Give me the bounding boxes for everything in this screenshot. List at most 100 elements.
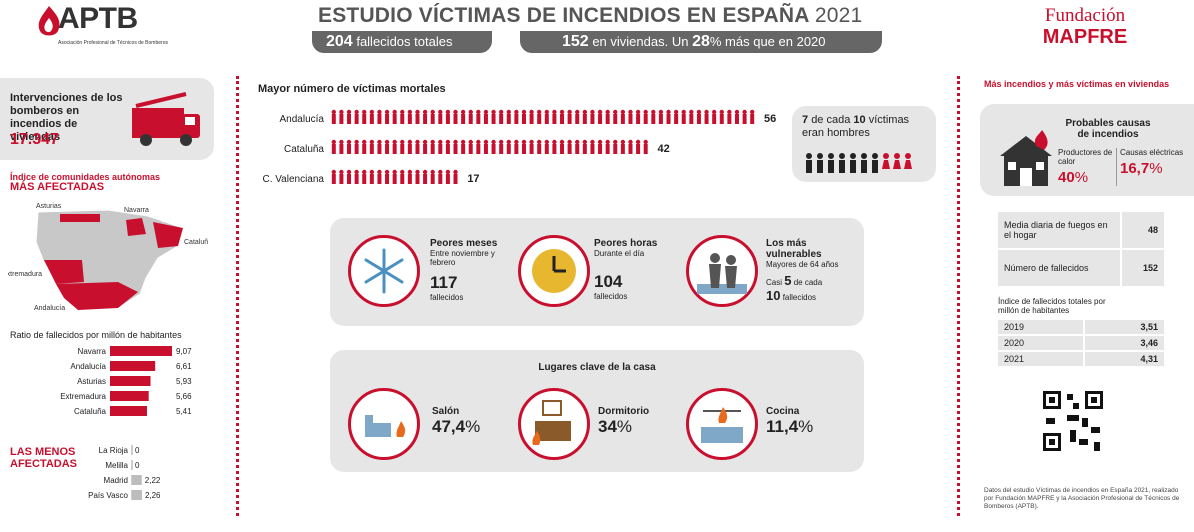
cause-heat-label: Productores de calor <box>1058 148 1113 166</box>
spain-map: Asturias Navarra Cataluña Extremadura An… <box>8 203 208 312</box>
flame-logo-icon <box>38 6 60 36</box>
least-affected-title: LAS MENOS AFECTADAS <box>10 446 77 470</box>
living-room-pct: % <box>465 417 481 436</box>
clock-circle <box>518 235 590 307</box>
men-num1: 7 <box>802 114 809 126</box>
ratio-chart: Navarra 9,07 Andalucía 6,61 Asturias 5,93 Extr… <box>60 346 192 416</box>
ratio-value-label: 5,41 <box>176 407 192 416</box>
map-label-asturias: Asturias <box>36 203 62 210</box>
index-row-label: 2021 <box>998 351 1085 368</box>
living-room-value: 47,4% <box>432 417 480 437</box>
index-row-value: 4,31 <box>1083 351 1164 368</box>
footnote: Datos del estudio Víctimas de incendios … <box>984 487 1180 510</box>
index-table-title: Índice de fallecidos totales por millón … <box>998 297 1106 315</box>
index-row-value: 3,51 <box>1083 320 1164 336</box>
ratio-category-label: Extremadura <box>60 392 106 401</box>
index-row: 2020 3,46 <box>998 335 1164 352</box>
map-label-andalucia: Andalucía <box>34 305 65 312</box>
vulnerable-block: Los más vulnerables Mayores de 64 años C… <box>766 238 860 303</box>
victims-category-label: Cataluña <box>284 144 324 155</box>
men-text2: víctimas <box>868 114 910 126</box>
home-fires-row-value: 152 <box>1120 249 1164 288</box>
places-title: Lugares clave de la casa <box>538 362 656 373</box>
man-icon <box>872 153 878 173</box>
map-label-extremadura: Extremadura <box>8 271 42 278</box>
bedroom-value: 34% <box>598 417 649 437</box>
places-card: Lugares clave de la casa Salón 47,4% Dor… <box>330 350 864 472</box>
hours-title: Peores horas <box>594 238 658 249</box>
home-fires-row: Media diaria de fuegos en el hogar 48 <box>998 212 1164 250</box>
victims-category-label: C. Valenciana <box>262 174 324 185</box>
home-deaths-text: en viviendas. Un <box>592 34 689 49</box>
bedroom-pct: % <box>616 417 633 436</box>
causes-title: Probables causas de incendios <box>1065 118 1151 140</box>
increase-text: % más que en 2020 <box>709 34 826 49</box>
elderly-circle <box>686 235 758 307</box>
least-category-label: Madrid <box>104 476 128 485</box>
hours-unit: fallecidos <box>594 292 628 301</box>
total-deaths-text: fallecidos totales <box>356 34 453 49</box>
aptb-logo-subtitle: Asociación Profesional de Técnicos de Bo… <box>58 40 168 46</box>
home-deaths-pill: 152 en viviendas. Un 28% más que en 2020 <box>520 31 882 53</box>
man-icon <box>839 153 845 173</box>
aptb-logo-text: APTB <box>58 2 138 35</box>
hours-block: Peores horas Durante el día 104 fallecid… <box>594 238 674 301</box>
living-room-number: 47,4 <box>432 417 466 436</box>
kitchen-circle <box>686 388 758 460</box>
right-title: Más incendios y más víctimas en vivienda… <box>984 79 1170 89</box>
snowflake-icon <box>364 248 404 294</box>
vulnerable-text2: de cada <box>793 278 823 287</box>
men-num2: 10 <box>853 114 866 126</box>
woman-icon <box>904 153 912 169</box>
aptb-logo: APTB Asociación Profesional de Técnicos … <box>32 2 168 54</box>
vulnerable-line2: 10 fallecidos <box>766 288 860 303</box>
least-value-label: 2,26 <box>145 491 161 500</box>
ratio-bar <box>110 406 147 416</box>
vulnerable-title: Los más vulnerables <box>766 238 822 260</box>
cause-electric: Causas eléctricas 16,7% <box>1120 148 1190 177</box>
victims-value-label: 42 <box>658 143 670 155</box>
bed-icon <box>532 400 571 445</box>
men-text1: de cada <box>811 114 851 126</box>
cause-electric-value: 16,7% <box>1120 160 1190 177</box>
kitchen-number: 11,4 <box>766 417 799 436</box>
snowflake-circle <box>348 235 420 307</box>
man-icon <box>817 153 823 173</box>
man-icon <box>806 153 812 173</box>
woman-icon <box>893 153 901 169</box>
bedroom-block: Dormitorio 34% <box>598 406 649 437</box>
page-title-year: 2021 <box>814 4 863 27</box>
ratio-category-label: Andalucía <box>70 362 106 371</box>
page-title: ESTUDIO VÍCTIMAS DE INCENDIOS EN ESPAÑA … <box>318 4 862 28</box>
burning-house-icon <box>1000 130 1052 186</box>
months-unit: fallecidos <box>430 293 464 302</box>
months-block: Peores meses Entre noviembre y febrero 1… <box>430 238 510 302</box>
least-chart: La Rioja 0 Melilla 0 Madrid 2,22 País Vasco 2,2… <box>88 445 161 500</box>
vulnerable-line1: Casi 5 de cada <box>766 273 860 288</box>
least-value-label: 0 <box>135 446 140 455</box>
men-card: 7 de cada 10 víctimas eran hombres <box>792 106 936 182</box>
hours-sub: Durante el día <box>594 249 645 258</box>
man-icon <box>850 153 856 173</box>
kitchen-icon <box>701 407 743 443</box>
living-room-label: Salón <box>432 406 460 417</box>
total-deaths-pill: 204 fallecidos totales <box>312 31 492 53</box>
men-text: 7 de cada 10 víctimas eran hombres <box>802 114 932 140</box>
cause-electric-number: 16,7 <box>1120 160 1150 177</box>
index-title-line1: Índice de comunidades autónomas <box>10 172 161 182</box>
stats-card: Peores meses Entre noviembre y febrero 1… <box>330 218 864 326</box>
interventions-value: 17.347 <box>10 131 59 148</box>
mapfre-logo: Fundación MAPFRE <box>1030 5 1140 49</box>
mapfre-logo-line1: Fundación <box>1044 5 1126 26</box>
kitchen-pct: % <box>798 417 814 436</box>
bedroom-label: Dormitorio <box>598 406 650 417</box>
least-affected-line2: AFECTADAS <box>10 458 78 470</box>
ratio-bar <box>110 376 151 386</box>
home-fires-table: Media diaria de fuegos en el hogar 48 Núme… <box>998 212 1164 288</box>
vulnerable-text3: fallecidos <box>782 293 817 302</box>
cause-heat-value: 40% <box>1058 169 1116 186</box>
ratio-chart-title: Ratio de fallecidos por millón de habita… <box>10 330 182 340</box>
ratio-value-label: 9,07 <box>176 347 192 356</box>
separator-left <box>236 76 242 516</box>
index-row-value: 3,46 <box>1083 335 1164 352</box>
